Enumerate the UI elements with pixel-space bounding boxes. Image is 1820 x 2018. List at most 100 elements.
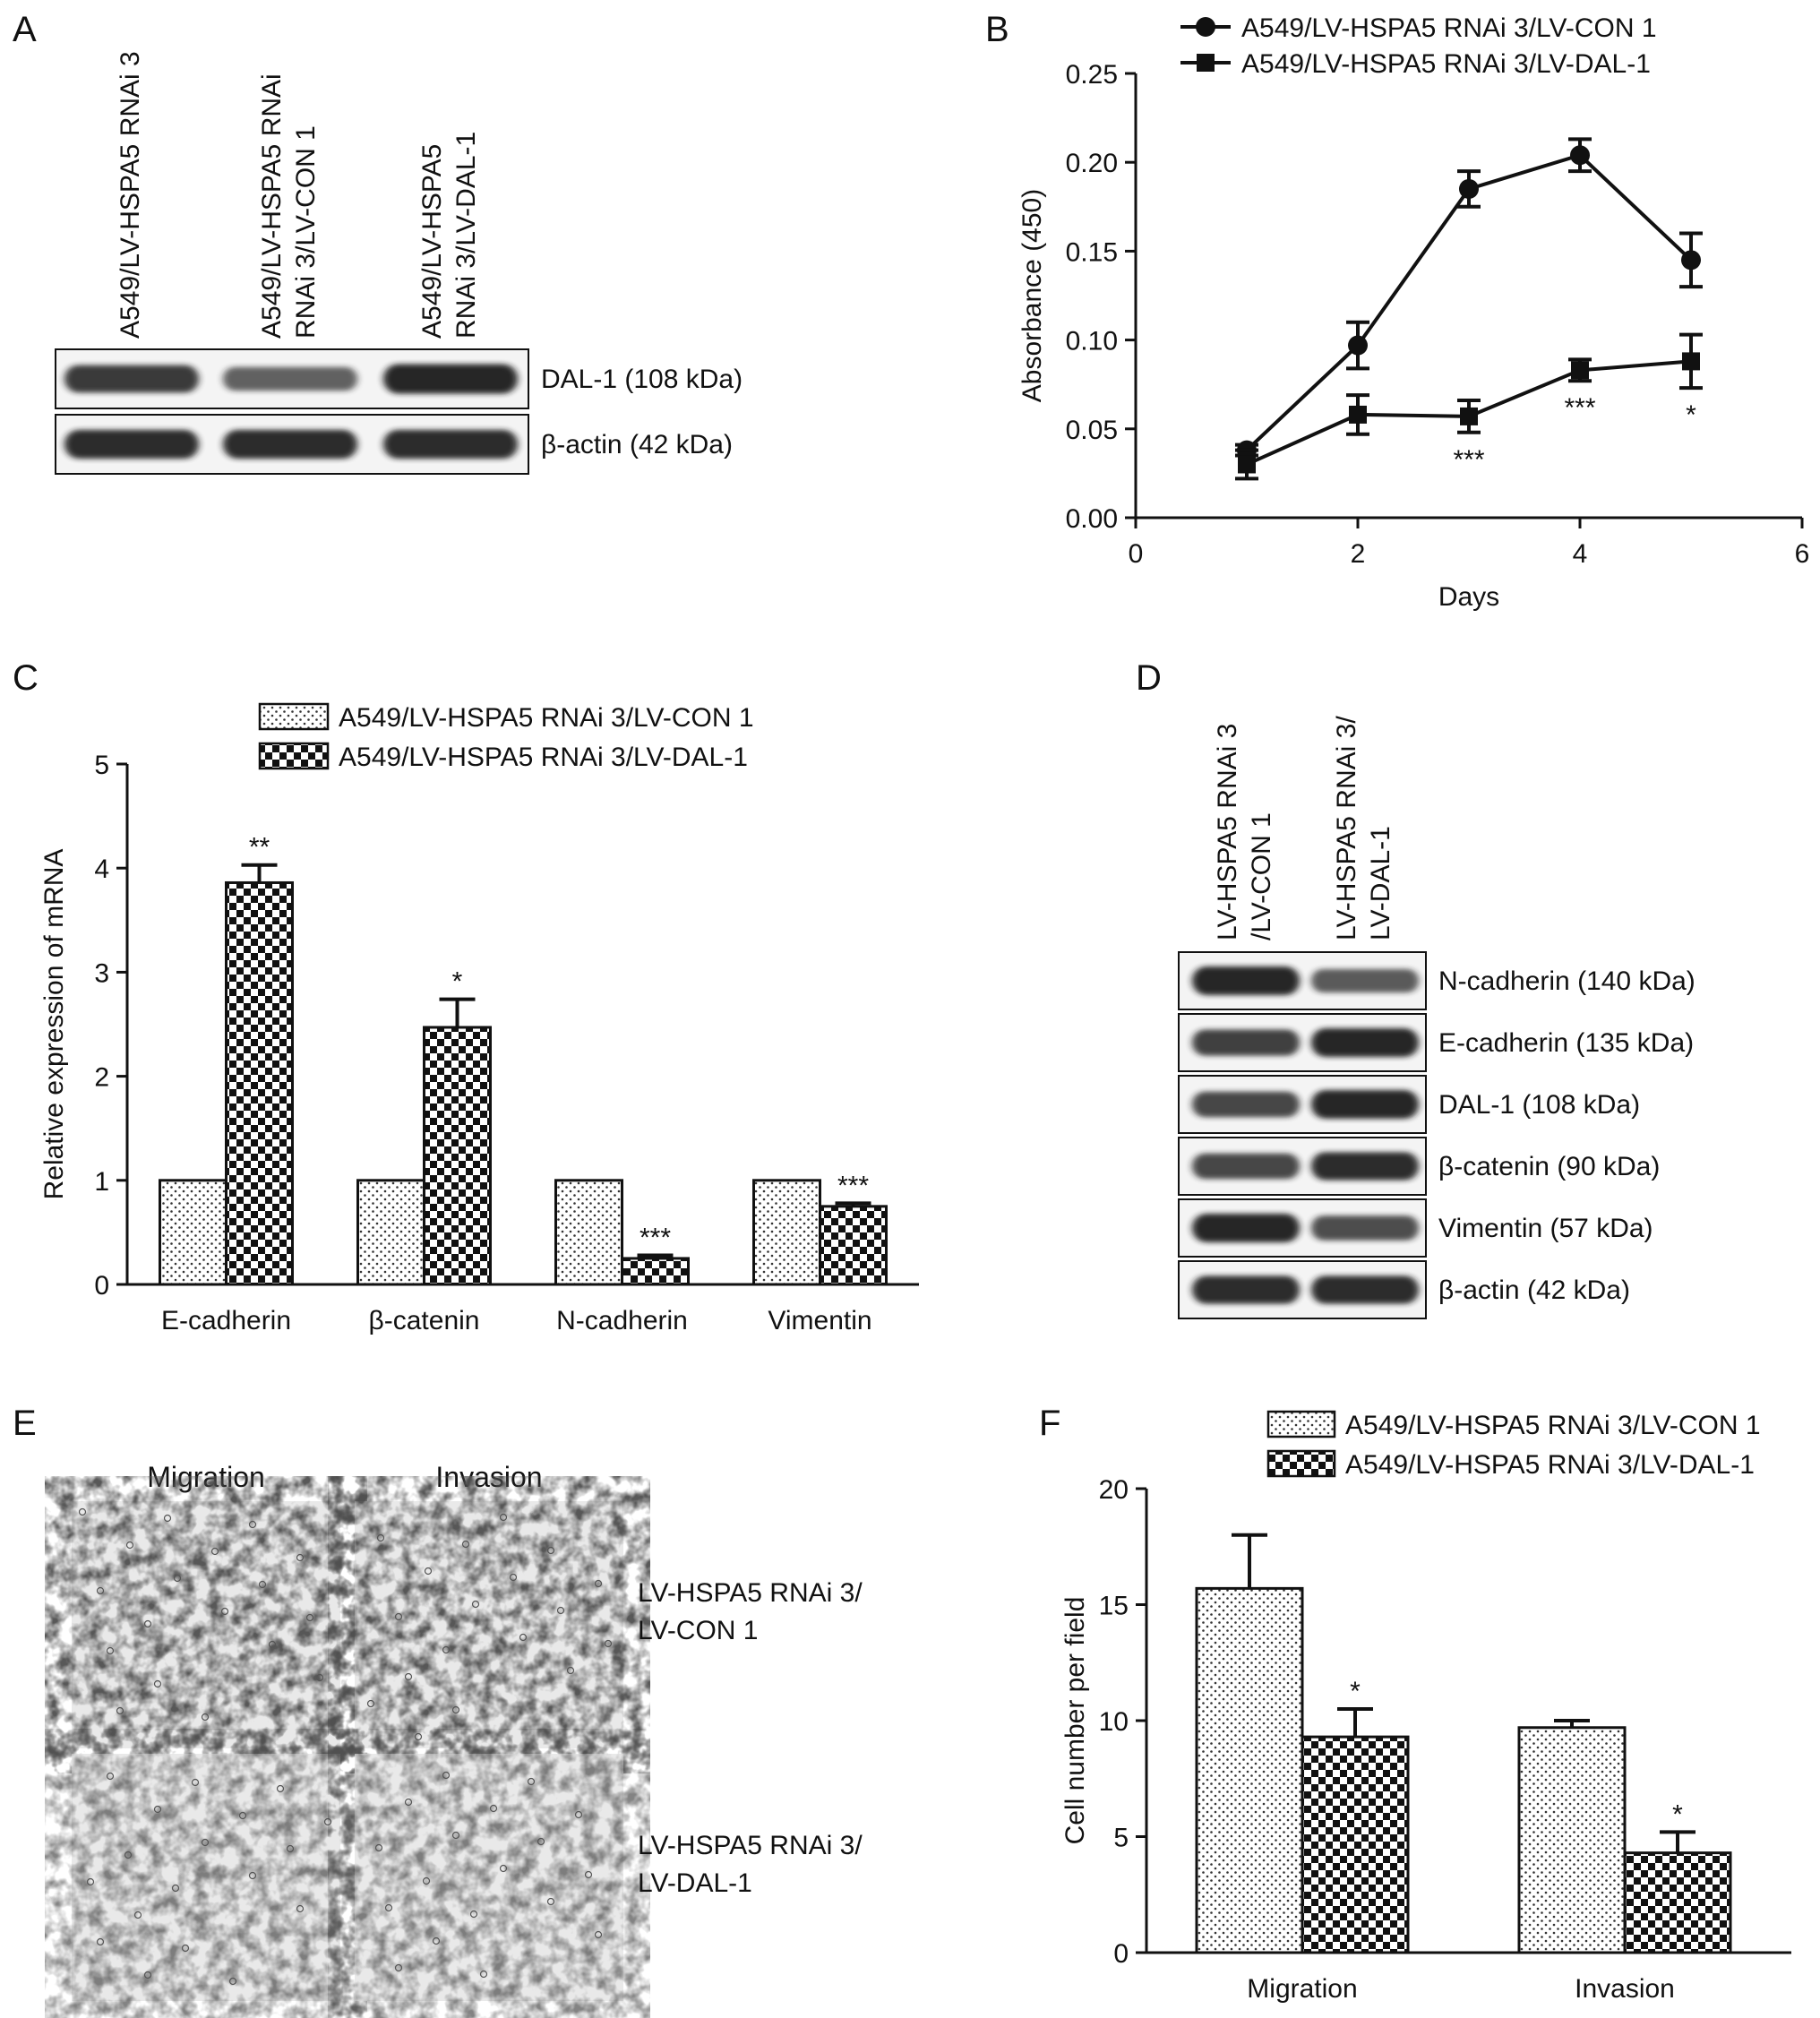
membrane-pore: [469, 1910, 478, 1919]
blot-band: [1311, 1275, 1419, 1304]
micrograph-cells: [355, 1501, 623, 1748]
bar: [1301, 1735, 1410, 1954]
membrane-pore: [305, 1613, 314, 1622]
membrane-pore: [594, 1930, 603, 1939]
y-tick-label: 0.10: [1066, 327, 1118, 356]
panel-a-western-blot: A549/LV-HSPA5 RNAi 3 A549/LV-HSPA5 RNAi RN…: [55, 51, 743, 475]
blot-band: [1311, 1152, 1419, 1181]
bar: [1517, 1726, 1627, 1954]
panel-label-c: C: [13, 658, 39, 698]
membrane-pore: [238, 1811, 247, 1820]
legend-entry: A549/LV-HSPA5 RNAi 3/LV-CON 1: [339, 703, 754, 733]
membrane-pore: [296, 1904, 305, 1913]
data-point-circle: [1459, 178, 1479, 199]
lane-header-label: LV-HSPA5 RNAi 3/: [1332, 716, 1361, 940]
y-tick-label: 20: [1099, 1475, 1129, 1505]
significance-annotation: ***: [1453, 445, 1484, 475]
blot-marker-label: β-catenin (90 kDa): [1438, 1152, 1660, 1181]
membrane-pore: [499, 1864, 508, 1873]
blot-band: [383, 429, 518, 459]
membrane-pore: [210, 1547, 219, 1556]
membrane-pore: [422, 1876, 431, 1885]
micrograph-cells: [72, 1754, 340, 2001]
membrane-pore: [153, 1679, 162, 1688]
bar: [159, 1179, 228, 1286]
membrane-pore: [86, 1877, 95, 1886]
blot-marker-label: E-cadherin (135 kDa): [1438, 1028, 1694, 1058]
membrane-pore: [173, 1574, 182, 1583]
membrane-pore: [268, 1640, 277, 1649]
membrane-pore: [451, 1705, 460, 1714]
blot-band: [383, 364, 518, 394]
membrane-pore: [248, 1871, 257, 1880]
y-tick-label: 4: [94, 854, 109, 884]
blot-band: [64, 429, 199, 459]
lane-header-label: /LV-CON 1: [1247, 812, 1276, 940]
membrane-pore: [527, 1777, 536, 1786]
membrane-pore: [171, 1884, 180, 1893]
lane-header-label: A549/LV-HSPA5: [417, 144, 447, 339]
legend-entry: A549/LV-HSPA5 RNAi 3/LV-DAL-1: [1345, 1450, 1755, 1480]
legend-swatch: [258, 742, 330, 770]
data-point-circle: [1681, 250, 1701, 270]
significance-annotation: *: [1686, 400, 1696, 430]
membrane-pore: [228, 1977, 237, 1986]
micrograph-row-label: LV-DAL-1: [638, 1868, 752, 1898]
membrane-pore: [509, 1573, 518, 1582]
membrane-pore: [181, 1944, 190, 1953]
significance-annotation: ***: [1564, 393, 1595, 423]
membrane-pore: [125, 1541, 134, 1550]
x-tick-label: 0: [1129, 539, 1144, 569]
y-tick-label: 10: [1099, 1707, 1129, 1737]
data-point-square: [1571, 361, 1589, 380]
significance-annotation: *: [452, 967, 463, 997]
membrane-pore: [537, 1837, 545, 1846]
membrane-pore: [489, 1804, 498, 1813]
membrane-pore: [404, 1672, 413, 1681]
category-label: N-cadherin: [556, 1306, 688, 1335]
y-tick-label: 0.05: [1066, 416, 1118, 445]
y-tick-label: 0.15: [1066, 237, 1118, 267]
membrane-pore: [201, 1713, 210, 1722]
blot-band: [1192, 966, 1300, 995]
blot-marker-label: β-actin (42 kDa): [1438, 1275, 1630, 1305]
lane-header-label: A549/LV-HSPA5 RNAi 3: [116, 51, 145, 339]
legend-marker-circle: [1196, 17, 1215, 37]
micrograph-cells: [72, 1501, 340, 1748]
membrane-pore: [574, 1810, 583, 1819]
membrane-pore: [384, 1903, 393, 1912]
y-tick-label: 1: [94, 1167, 109, 1197]
panel-e-transwell-images: Migration Invasion LV-HSPA5 RNAi 3/LV-CON …: [72, 1461, 863, 2001]
membrane-pore: [124, 1851, 133, 1859]
y-tick-label: 0.20: [1066, 149, 1118, 178]
bar: [1623, 1851, 1732, 1954]
data-point-square: [1349, 405, 1367, 424]
x-axis-title: Days: [1438, 582, 1499, 612]
legend-entry: A549/LV-HSPA5 RNAi 3/LV-DAL-1: [1241, 49, 1651, 79]
membrane-pore: [315, 1673, 324, 1682]
x-tick-label: 4: [1573, 539, 1588, 569]
membrane-pore: [143, 1619, 152, 1628]
y-tick-label: 0.25: [1066, 60, 1118, 90]
membrane-pore: [566, 1666, 575, 1675]
membrane-pore: [546, 1897, 555, 1906]
membrane-pore: [116, 1706, 124, 1715]
data-point-square: [1682, 352, 1700, 371]
membrane-pore: [442, 1771, 451, 1780]
significance-annotation: *: [1350, 1677, 1361, 1706]
membrane-pore: [163, 1514, 172, 1523]
x-tick-label: 2: [1351, 539, 1366, 569]
blot-marker-label: N-cadherin (140 kDa): [1438, 966, 1696, 996]
membrane-pore: [153, 1805, 162, 1814]
legend-swatch: [1266, 1449, 1336, 1478]
data-point-circle: [1570, 145, 1590, 166]
membrane-pore: [258, 1580, 267, 1589]
lane-header-label: A549/LV-HSPA5 RNAi: [257, 73, 287, 339]
membrane-pore: [394, 1612, 403, 1621]
membrane-pore: [78, 1507, 87, 1516]
lane-header-label: LV-HSPA5 RNAi 3: [1213, 724, 1242, 940]
blot-marker-label: Vimentin (57 kDa): [1438, 1214, 1653, 1243]
lane-header-label: RNAi 3/LV-DAL-1: [451, 132, 481, 339]
y-tick-label: 0: [1113, 1939, 1129, 1969]
membrane-pore: [451, 1831, 460, 1840]
